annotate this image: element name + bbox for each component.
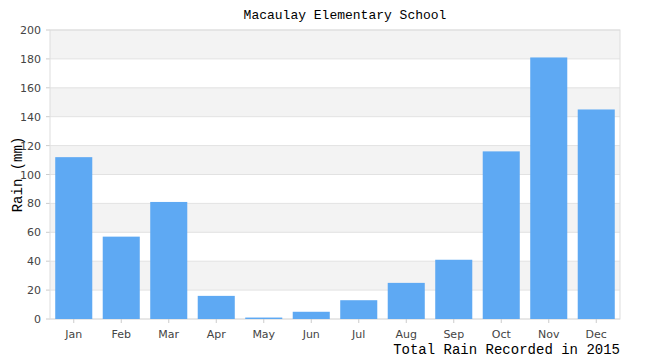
y-tick-label: 20 (27, 284, 41, 297)
x-tick-label: Feb (112, 328, 131, 341)
x-tick (548, 319, 549, 323)
y-tick-label: 140 (20, 111, 41, 124)
bar (435, 260, 472, 319)
bar (483, 151, 520, 319)
x-tick-label: Jun (302, 328, 320, 341)
x-tick (406, 319, 407, 323)
x-tick (453, 319, 454, 323)
chart-title: Macaulay Elementary School (244, 8, 447, 23)
y-tick (46, 30, 50, 31)
x-tick-label: Apr (207, 328, 227, 341)
x-tick (73, 319, 74, 323)
x-tick-label: Nov (538, 328, 560, 341)
x-tick (311, 319, 312, 323)
bar (103, 237, 140, 319)
x-tick-label: Jul (351, 328, 365, 341)
x-tick-label: May (252, 328, 275, 341)
bar (340, 300, 377, 319)
x-tick-label: Oct (492, 328, 512, 341)
chart-svg: 020406080100120140160180200JanFebMarAprM… (0, 0, 650, 360)
y-tick (46, 203, 50, 204)
x-tick (501, 319, 502, 323)
x-tick-label: Mar (158, 328, 179, 341)
x-tick-label: Sep (443, 328, 464, 341)
bar (578, 109, 615, 319)
x-tick (168, 319, 169, 323)
bar (245, 318, 282, 319)
y-tick (46, 232, 50, 233)
y-tick (46, 261, 50, 262)
y-tick-label: 60 (27, 226, 41, 239)
bar (388, 283, 425, 319)
bar (530, 57, 567, 319)
x-tick-label: Jan (64, 328, 82, 341)
bar (198, 296, 235, 319)
y-tick (46, 145, 50, 146)
bar (55, 157, 92, 319)
y-tick-label: 200 (20, 24, 41, 37)
x-tick (216, 319, 217, 323)
x-tick-label: Aug (396, 328, 417, 341)
x-axis-label: Total Rain Recorded in 2015 (393, 342, 620, 358)
chart-root: 020406080100120140160180200JanFebMarAprM… (0, 0, 650, 360)
plot-frame (50, 30, 620, 319)
bar (150, 202, 187, 319)
y-axis-label: Rain (mm) (10, 137, 26, 213)
bars (55, 57, 615, 319)
y-tick (46, 87, 50, 88)
y-tick (46, 58, 50, 59)
y-tick-label: 180 (20, 53, 41, 66)
y-tick (46, 174, 50, 175)
x-tick (263, 319, 264, 323)
x-tick-label: Dec (586, 328, 607, 341)
y-tick (46, 116, 50, 117)
y-tick-label: 80 (27, 197, 41, 210)
y-tick-label: 160 (20, 82, 41, 95)
x-tick (596, 319, 597, 323)
y-tick-label: 0 (34, 313, 41, 326)
x-tick (121, 319, 122, 323)
y-tick (46, 290, 50, 291)
grid-band (50, 30, 620, 59)
x-tick (358, 319, 359, 323)
y-tick-label: 40 (27, 255, 41, 268)
y-tick (46, 319, 50, 320)
bar (293, 312, 330, 319)
